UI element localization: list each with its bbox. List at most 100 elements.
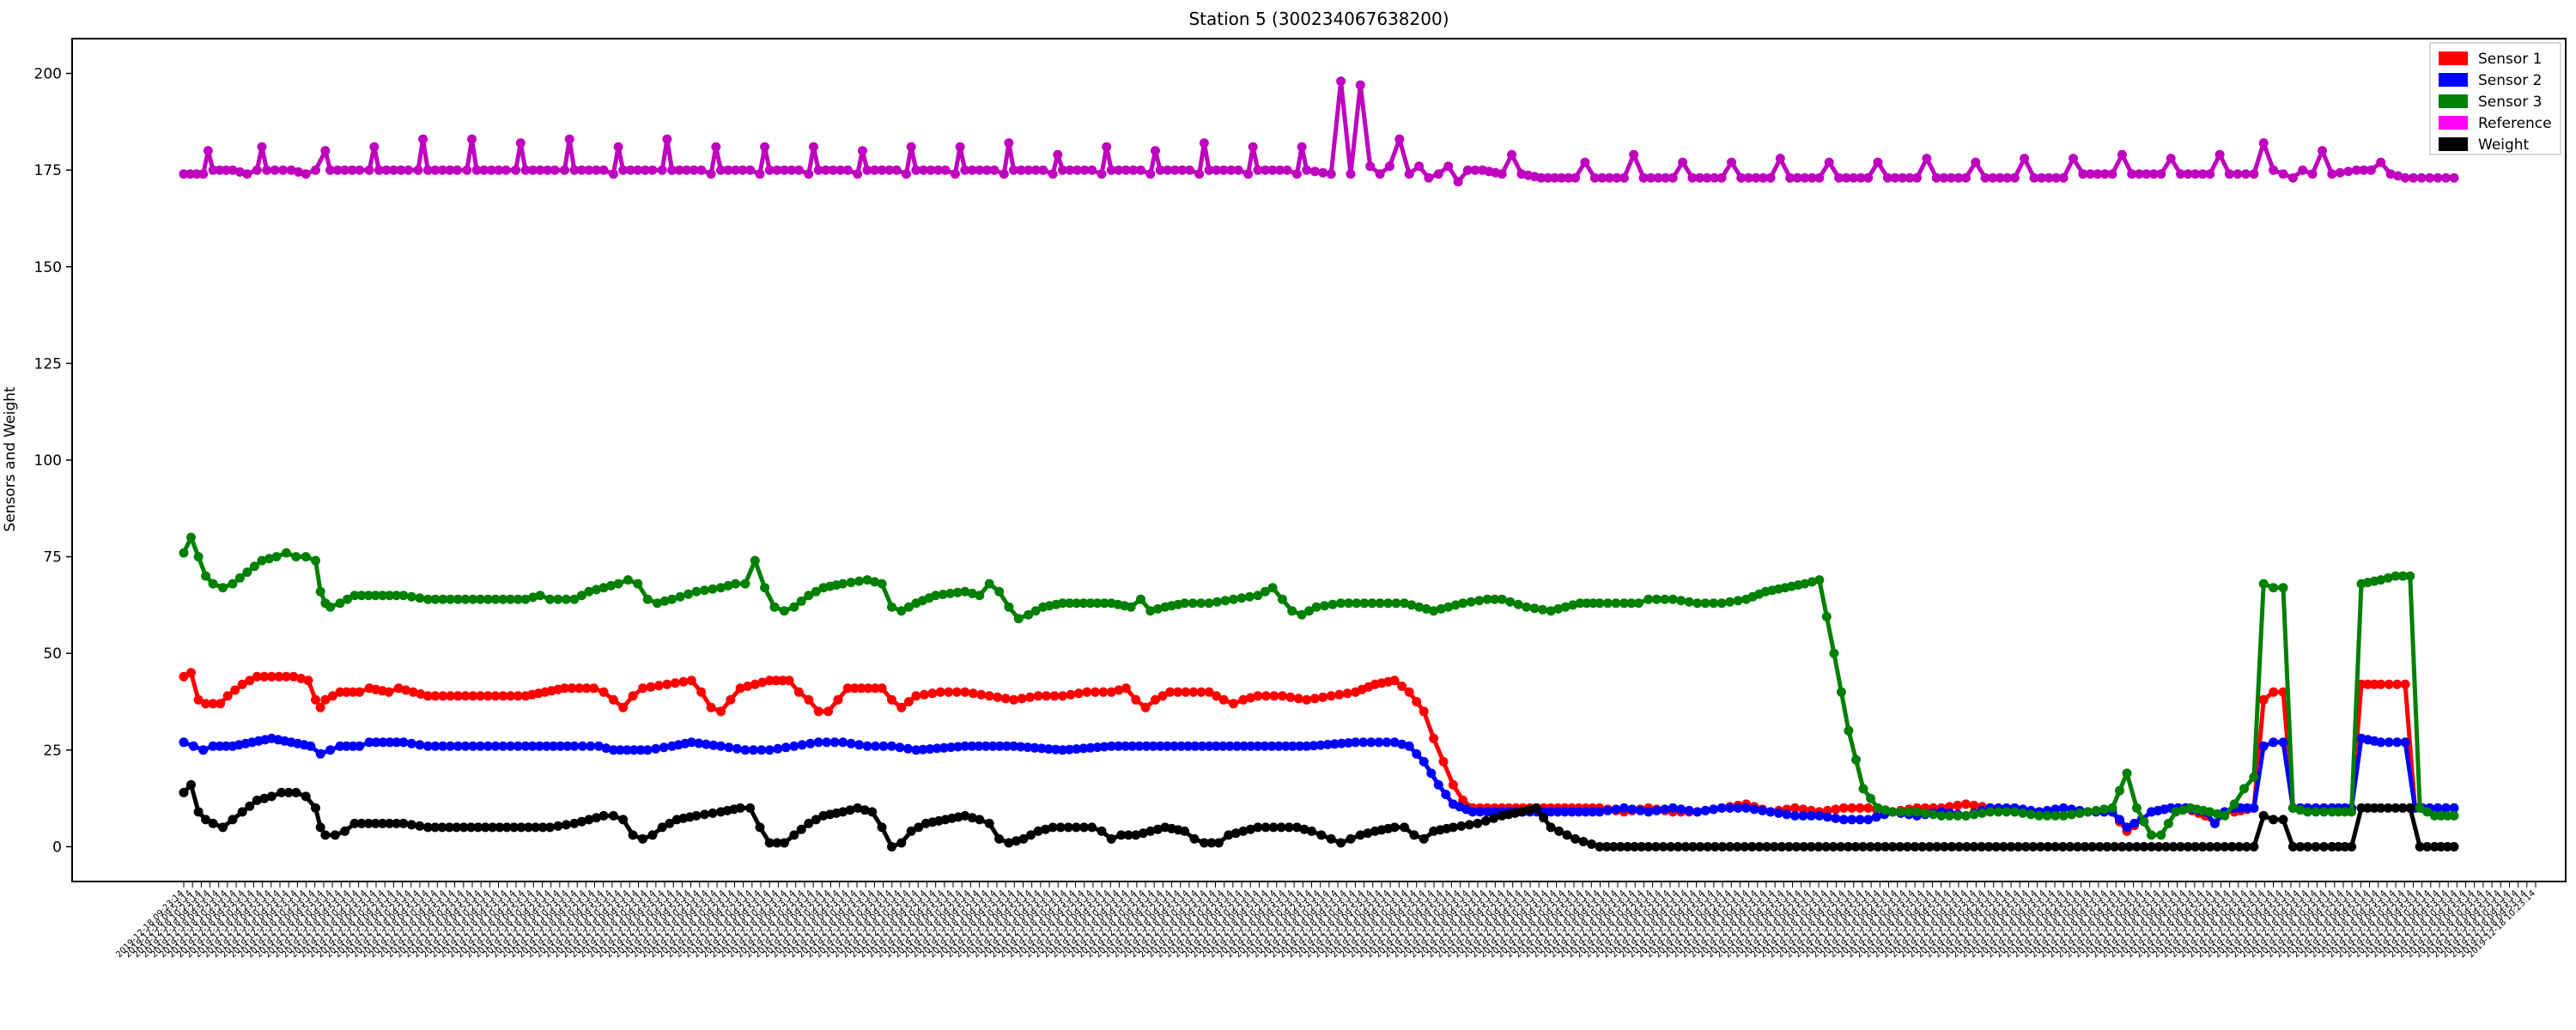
data-point — [862, 575, 872, 585]
data-point — [228, 579, 238, 589]
data-point — [355, 687, 365, 697]
data-point — [911, 745, 921, 755]
data-point — [438, 691, 448, 701]
data-point — [1226, 165, 1236, 175]
data-point — [927, 688, 938, 699]
data-point — [2117, 842, 2127, 851]
data-point — [1055, 822, 1066, 833]
data-point — [1138, 828, 1148, 839]
data-point — [1106, 833, 1116, 844]
data-point — [1838, 815, 1849, 825]
data-point — [342, 741, 351, 751]
data-point — [2156, 169, 2166, 179]
data-point — [198, 745, 209, 755]
data-point — [2035, 842, 2045, 851]
data-point — [902, 169, 911, 179]
data-point — [1856, 173, 1866, 183]
data-point — [657, 165, 667, 175]
data-point — [332, 165, 343, 175]
data-point — [870, 577, 880, 587]
data-point — [613, 142, 623, 152]
data-point — [902, 743, 913, 754]
data-point — [1267, 583, 1278, 593]
data-point — [2415, 842, 2425, 851]
data-point — [201, 571, 211, 581]
data-point — [528, 592, 538, 603]
data-point — [1287, 606, 1297, 616]
data-point — [1582, 598, 1592, 609]
data-point — [779, 838, 789, 848]
data-point — [1073, 688, 1084, 699]
data-point — [490, 594, 501, 604]
data-point — [1843, 842, 1853, 851]
data-point — [2058, 810, 2069, 821]
data-point — [473, 822, 483, 833]
data-point — [1791, 842, 1801, 851]
data-point — [1099, 742, 1109, 752]
data-point — [1344, 598, 1354, 609]
data-point — [764, 165, 775, 175]
data-point — [884, 165, 895, 175]
data-point — [2278, 169, 2288, 179]
data-point — [662, 134, 672, 144]
data-point — [1383, 598, 1394, 609]
data-point — [569, 741, 580, 751]
data-point — [756, 745, 767, 755]
data-point — [1041, 824, 1051, 834]
data-point — [385, 591, 395, 601]
data-point — [1245, 824, 1255, 834]
data-point — [527, 741, 538, 751]
data-point — [398, 737, 409, 748]
data-point — [494, 165, 504, 175]
data-point — [1829, 648, 1839, 658]
data-point — [2278, 815, 2288, 825]
data-point — [1953, 810, 1963, 821]
data-point — [281, 671, 291, 682]
data-point — [415, 821, 425, 831]
data-point — [2006, 842, 2016, 851]
data-point — [809, 142, 818, 152]
data-point — [1844, 725, 1854, 736]
data-point — [1232, 741, 1242, 751]
data-point — [1597, 173, 1607, 183]
data-point — [553, 594, 563, 604]
data-point — [2363, 679, 2372, 689]
data-point — [1024, 609, 1034, 620]
data-point — [1710, 173, 1720, 183]
data-point — [1071, 822, 1081, 833]
data-point — [343, 594, 352, 604]
data-point — [1173, 687, 1183, 697]
data-point — [230, 685, 240, 695]
data-point — [422, 594, 433, 604]
data-point — [545, 822, 555, 833]
data-point — [896, 606, 907, 616]
data-point — [242, 169, 252, 179]
data-point — [811, 586, 821, 597]
data-point — [1785, 173, 1795, 183]
data-point — [1238, 694, 1249, 705]
data-point — [789, 830, 799, 840]
data-point — [1953, 173, 1964, 183]
data-point — [453, 741, 463, 751]
data-point — [1145, 826, 1156, 836]
data-point — [2269, 687, 2279, 697]
data-point — [2127, 169, 2137, 179]
data-point — [1030, 606, 1041, 616]
data-point — [773, 743, 783, 754]
data-point — [186, 532, 196, 542]
data-point — [1643, 842, 1654, 851]
data-point — [838, 807, 848, 817]
data-point — [1971, 157, 1981, 167]
data-point — [1961, 842, 1971, 851]
data-point — [422, 822, 433, 833]
data-point — [1304, 606, 1315, 616]
data-point — [967, 813, 977, 823]
data-point — [1741, 803, 1751, 813]
data-point — [601, 743, 611, 754]
data-point — [2295, 805, 2306, 815]
data-point — [895, 742, 905, 753]
data-point — [1009, 694, 1019, 705]
data-point — [1678, 157, 1688, 167]
data-point — [1023, 742, 1033, 753]
series-sensor-2 — [179, 733, 2459, 833]
